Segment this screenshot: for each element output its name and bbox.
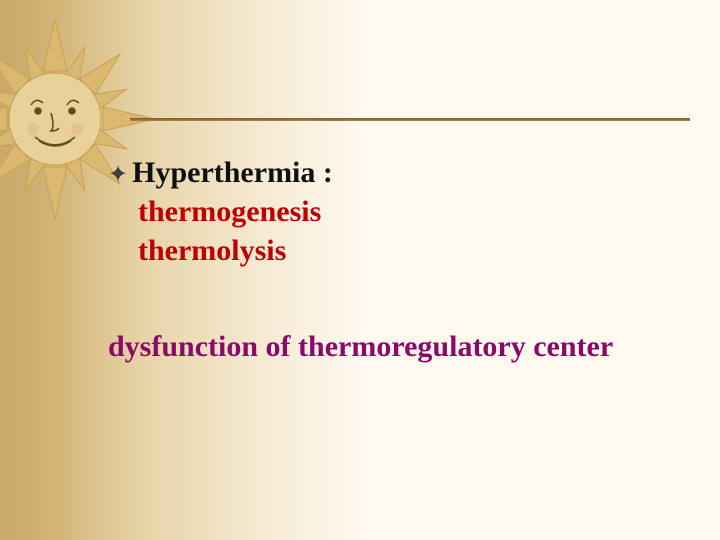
term-1: thermogenesis xyxy=(138,192,333,231)
term-2: thermolysis xyxy=(138,231,333,270)
content-block: ✦ Hyperthermia : thermogenesis thermolys… xyxy=(132,156,333,270)
subtext: dysfunction of thermoregulatory center xyxy=(108,330,613,364)
slide-background: ✦ Hyperthermia : thermogenesis thermolys… xyxy=(0,0,720,540)
title-text: Hyperthermia : xyxy=(132,156,333,190)
diamond-bullet-icon: ✦ xyxy=(108,160,128,189)
bullet-line-1: ✦ Hyperthermia : xyxy=(132,156,333,190)
divider-line xyxy=(130,118,690,121)
